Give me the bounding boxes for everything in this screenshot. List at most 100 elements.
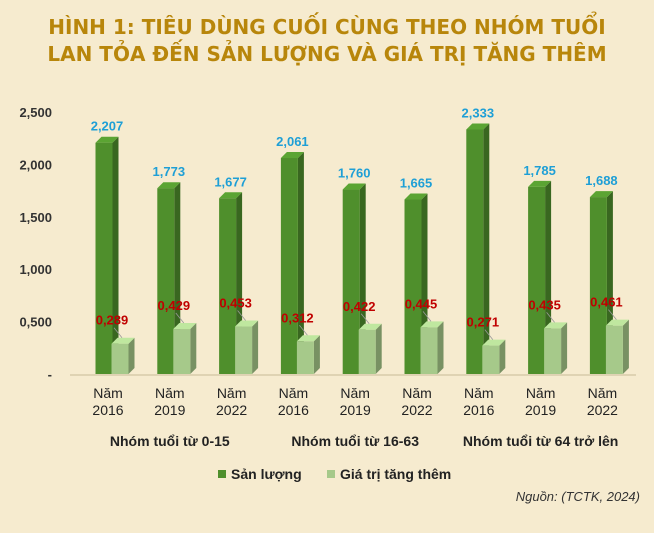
bar-gia-tri-tang-them-top xyxy=(544,322,568,329)
data-label-leader xyxy=(546,312,555,323)
bar-gia-tri-tang-them-side xyxy=(622,319,629,374)
bar-gia-tri-tang-them-side xyxy=(561,322,568,374)
bar-gia-tri-tang-them xyxy=(420,327,438,374)
legend-label-gia-tri-tang-them: Giá trị tăng thêm xyxy=(340,466,451,482)
bar-san-luong-top xyxy=(589,191,613,198)
bar-gia-tri-tang-them xyxy=(111,343,129,374)
bar-gia-tri-tang-them xyxy=(544,328,562,374)
data-label-san-luong: 1,760 xyxy=(338,166,371,181)
data-label-san-luong: 1,773 xyxy=(153,164,186,179)
data-label-gia-tri-tang-them: 0,271 xyxy=(467,315,500,330)
bar-san-luong-side xyxy=(297,152,304,374)
group-label: Nhóm tuổi từ 64 trở lên xyxy=(463,433,618,449)
x-tick-label: Năm 2016 xyxy=(278,385,309,418)
bar-gia-tri-tang-them-top xyxy=(111,337,135,344)
bar-san-luong xyxy=(280,158,298,374)
bar-san-luong-top xyxy=(404,193,428,200)
x-tick-label: Năm 2019 xyxy=(525,385,556,418)
bar-gia-tri-tang-them-top xyxy=(482,339,506,346)
bar-san-luong-top xyxy=(466,123,490,130)
bar-san-luong-side xyxy=(112,136,119,374)
data-label-leader xyxy=(299,325,308,336)
y-tick-label: 0,500 xyxy=(19,315,52,330)
data-label-gia-tri-tang-them: 0,422 xyxy=(343,299,376,314)
bar-san-luong xyxy=(95,142,113,374)
y-tick-label: 2,000 xyxy=(19,157,52,172)
data-label-san-luong: 2,061 xyxy=(276,134,309,149)
x-tick-label: Năm 2016 xyxy=(463,385,494,418)
bar-gia-tri-tang-them-side xyxy=(313,335,320,374)
data-label-gia-tri-tang-them: 0,435 xyxy=(528,297,561,312)
y-tick-label: 1,000 xyxy=(19,262,52,277)
bar-gia-tri-tang-them xyxy=(235,326,253,374)
bar-san-luong xyxy=(157,188,175,374)
data-label-gia-tri-tang-them: 0,445 xyxy=(405,296,438,311)
data-label-san-luong: 1,688 xyxy=(585,173,618,188)
bar-gia-tri-tang-them-top xyxy=(420,321,444,328)
y-tick-label: - xyxy=(48,367,52,382)
bar-gia-tri-tang-them-top xyxy=(173,323,197,330)
data-label-leader xyxy=(484,329,494,340)
bar-san-luong-top xyxy=(219,192,243,199)
x-tick-label: Năm 2022 xyxy=(587,385,618,418)
data-label-leader xyxy=(113,327,123,338)
bar-gia-tri-tang-them-side xyxy=(375,323,382,374)
bar-gia-tri-tang-them xyxy=(296,341,314,374)
bar-san-luong xyxy=(589,197,607,374)
x-tick-label: Năm 2016 xyxy=(92,385,123,418)
bar-gia-tri-tang-them-top xyxy=(358,323,382,330)
data-label-san-luong: 1,677 xyxy=(214,174,247,189)
data-label-gia-tri-tang-them: 0,453 xyxy=(219,296,252,311)
x-tick-label: Năm 2019 xyxy=(340,385,371,418)
data-label-san-luong: 2,333 xyxy=(462,106,495,121)
bar-san-luong-top xyxy=(95,136,119,143)
data-label-leader xyxy=(237,310,246,321)
bar-san-luong xyxy=(466,129,484,374)
y-tick-label: 1,500 xyxy=(19,210,52,225)
bar-san-luong-top xyxy=(528,180,552,187)
bar-san-luong-side xyxy=(483,123,490,374)
data-label-gia-tri-tang-them: 0,429 xyxy=(158,298,191,313)
bar-san-luong xyxy=(219,198,237,374)
legend-swatch-san-luong xyxy=(218,470,226,478)
bar-gia-tri-tang-them-top xyxy=(235,320,259,327)
bar-gia-tri-tang-them xyxy=(173,329,191,374)
bar-san-luong-top xyxy=(280,152,304,159)
group-label: Nhóm tuổi từ 0-15 xyxy=(110,433,230,449)
x-tick-label: Năm 2022 xyxy=(216,385,247,418)
bar-gia-tri-tang-them xyxy=(482,345,500,374)
bar-gia-tri-tang-them-side xyxy=(128,337,135,374)
data-label-leader xyxy=(608,309,617,320)
data-label-gia-tri-tang-them: 0,289 xyxy=(96,313,129,328)
bar-gia-tri-tang-them-top xyxy=(605,319,629,326)
group-label: Nhóm tuổi từ 16-63 xyxy=(291,433,419,449)
data-label-leader xyxy=(422,311,432,322)
bar-gia-tri-tang-them-side xyxy=(190,323,197,374)
bar-gia-tri-tang-them xyxy=(358,329,376,374)
data-label-leader xyxy=(360,313,370,325)
bar-gia-tri-tang-them-side xyxy=(499,339,506,374)
data-label-leader xyxy=(175,312,185,324)
data-label-san-luong: 2,207 xyxy=(91,119,124,134)
legend-swatch-gia-tri-tang-them xyxy=(327,470,335,478)
chart-title-line1: HÌNH 1: TIÊU DÙNG CUỐI CÙNG THEO NHÓM TU… xyxy=(48,15,606,39)
data-label-gia-tri-tang-them: 0,312 xyxy=(281,310,314,325)
bar-san-luong xyxy=(528,186,546,374)
bar-san-luong xyxy=(342,189,360,374)
bar-gia-tri-tang-them-side xyxy=(252,320,259,374)
legend-label-san-luong: Sản lượng xyxy=(231,466,302,482)
bar-san-luong xyxy=(404,199,422,374)
data-label-gia-tri-tang-them: 0,461 xyxy=(590,295,623,310)
data-label-san-luong: 1,785 xyxy=(523,163,556,178)
bar-san-luong-top xyxy=(342,183,366,190)
bar-san-luong-top xyxy=(157,182,181,189)
chart-title-line2: LAN TỎA ĐẾN SẢN LƯỢNG VÀ GIÁ TRỊ TĂNG TH… xyxy=(47,42,607,66)
bar-gia-tri-tang-them-top xyxy=(296,335,320,342)
bar-gia-tri-tang-them-side xyxy=(437,321,444,374)
chart-title: HÌNH 1: TIÊU DÙNG CUỐI CÙNG THEO NHÓM TU… xyxy=(0,14,654,68)
y-tick-label: 2,500 xyxy=(19,105,52,120)
bar-gia-tri-tang-them xyxy=(605,325,623,374)
x-tick-label: Năm 2022 xyxy=(401,385,432,418)
x-tick-label: Năm 2019 xyxy=(154,385,185,418)
